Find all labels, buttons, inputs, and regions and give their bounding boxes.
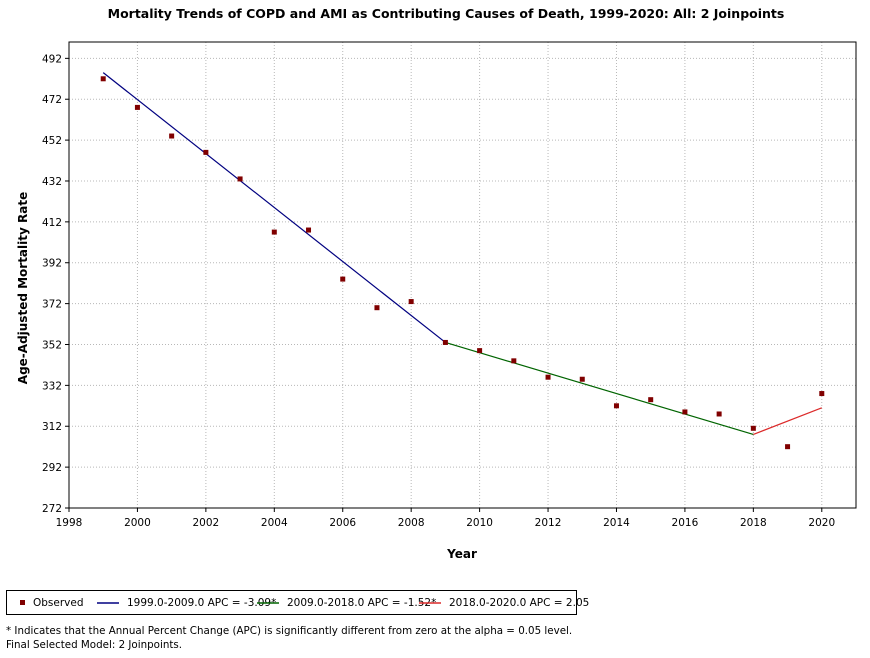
chart-canvas: Mortality Trends of COPD and AMI as Cont…: [16, 6, 857, 561]
observed-point: [511, 358, 517, 364]
observed-point: [169, 133, 175, 139]
observed-point: [750, 425, 756, 431]
observed-point: [203, 149, 209, 155]
observed-point: [100, 76, 106, 82]
legend-label-observed: Observed: [33, 596, 84, 609]
legend-label-segment-2: 2009.0-2018.0 APC = -1.52*: [287, 596, 437, 609]
observed-point: [271, 229, 277, 235]
y-tick-label: 292: [42, 462, 62, 474]
observed-point: [306, 227, 312, 233]
x-tick-label: 2006: [329, 517, 356, 529]
x-tick-label: 2008: [398, 517, 425, 529]
observed-point: [579, 376, 585, 382]
fitted-lines: [102, 72, 822, 435]
apc-footnote: * Indicates that the Annual Percent Chan…: [6, 625, 573, 637]
x-tick-label: 2004: [261, 517, 288, 529]
legend: Observed 1999.0-2009.0 APC = -3.09* 2009…: [6, 590, 589, 615]
observed-marker-icon: [20, 599, 25, 605]
chart-title: Mortality Trends of COPD and AMI as Cont…: [108, 6, 785, 21]
y-tick-label: 272: [42, 503, 62, 515]
x-tick-label: 2002: [193, 517, 220, 529]
observed-point: [785, 444, 791, 450]
y-tick-label: 372: [42, 299, 62, 311]
legend-label-segment-1: 1999.0-2009.0 APC = -3.09*: [127, 596, 277, 609]
observed-point: [442, 339, 448, 345]
fit-line-segment-1: [102, 72, 446, 343]
y-tick-label: 312: [42, 421, 62, 433]
legend-item-segment-2: 2009.0-2018.0 APC = -1.52*: [257, 591, 436, 614]
y-tick-label: 392: [42, 258, 62, 270]
observed-point: [340, 276, 346, 282]
x-tick-label: 2016: [672, 517, 699, 529]
segment-2-line-icon: [257, 601, 279, 604]
observed-point: [648, 397, 654, 403]
legend-item-segment-1: 1999.0-2009.0 APC = -3.09*: [97, 591, 276, 614]
plot-area: [68, 41, 857, 509]
observed-point: [819, 391, 825, 397]
x-tick-label: 2010: [466, 517, 493, 529]
observed-point: [408, 299, 414, 305]
y-tick-label: 412: [42, 217, 62, 229]
model-footnote: Final Selected Model: 2 Joinpoints.: [6, 639, 183, 651]
observed-point: [134, 104, 140, 110]
y-tick-label: 332: [42, 380, 62, 392]
x-tick-label: 2014: [603, 517, 630, 529]
observed-point: [716, 411, 722, 417]
y-tick-label: 452: [42, 135, 62, 147]
observed-point: [477, 348, 483, 354]
segment-3-line-icon: [419, 601, 441, 604]
grid: [69, 42, 856, 508]
x-tick-label: 1998: [56, 517, 83, 529]
y-axis-label: Age-Adjusted Mortality Rate: [16, 192, 30, 384]
observed-point: [374, 305, 380, 311]
segment-1-line-icon: [97, 601, 119, 604]
legend-item-segment-3: 2018.0-2020.0 APC = 2.05: [419, 591, 589, 614]
observed-point: [682, 409, 688, 415]
legend-item-observed: Observed: [19, 591, 84, 614]
fit-line-segment-3: [753, 407, 822, 435]
x-axis-label: Year: [446, 547, 477, 561]
y-tick-label: 352: [42, 339, 62, 351]
observed-point: [545, 374, 551, 380]
y-tick-label: 492: [42, 53, 62, 65]
y-tick-label: 472: [42, 94, 62, 106]
observed-points: [100, 76, 825, 450]
x-tick-label: 2000: [124, 517, 151, 529]
fit-line-segment-2: [445, 341, 754, 435]
x-tick-label: 2018: [740, 517, 767, 529]
x-tick-label: 2012: [535, 517, 562, 529]
legend-label-segment-3: 2018.0-2020.0 APC = 2.05: [449, 596, 590, 609]
y-tick-label: 432: [42, 176, 62, 188]
observed-point: [613, 403, 619, 409]
observed-point: [237, 176, 243, 182]
x-axis-ticks: 1998 2000 2002 2004 2006 2008 2010 2012 2014 2016…: [56, 508, 835, 529]
y-axis-ticks: 272 292 312 332 352 372 392 412 432 452 472 492: [42, 53, 69, 515]
x-tick-label: 2020: [808, 517, 835, 529]
